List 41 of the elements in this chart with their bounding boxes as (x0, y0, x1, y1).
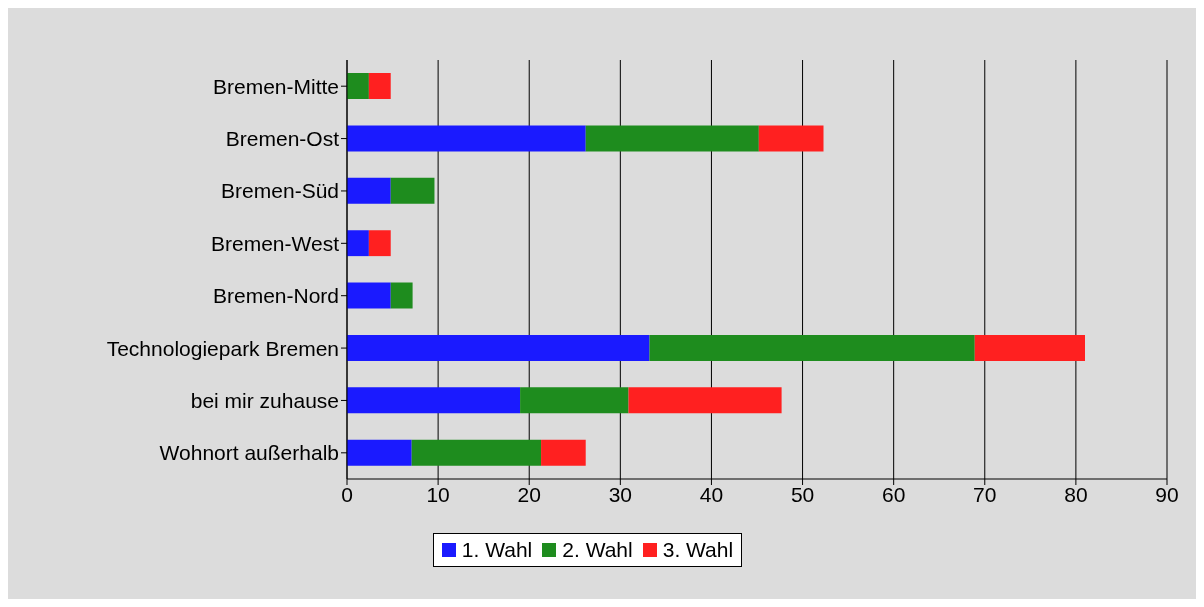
bar (649, 334, 975, 361)
legend-label: 2. Wahl (562, 538, 633, 562)
bar (347, 177, 391, 204)
bar (411, 439, 542, 466)
bar (347, 439, 412, 466)
legend-label: 3. Wahl (662, 538, 734, 562)
bar (347, 334, 650, 361)
bar (974, 334, 1085, 361)
x-tick-label: 0 (341, 482, 353, 506)
y-tick-label: Technologiepark Bremen (106, 336, 339, 360)
bar (628, 387, 782, 414)
bar (585, 125, 759, 152)
x-tick-label: 70 (973, 482, 997, 506)
x-tick-label: 40 (699, 482, 724, 506)
y-tick-label: bei mir zuhause (190, 388, 339, 412)
legend-label: 1. Wahl (461, 538, 533, 562)
bar (368, 73, 391, 99)
x-tick-label: 60 (881, 482, 906, 506)
y-tick-label: Bremen-West (211, 231, 340, 255)
x-tick-label: 90 (1155, 482, 1179, 506)
y-tick-label: Bremen-Mitte (212, 74, 339, 98)
bar (347, 73, 369, 99)
bar (347, 125, 586, 152)
bar (520, 387, 629, 414)
bar (758, 125, 824, 152)
bar (347, 387, 521, 414)
y-tick-label: Wohnort außerhalb (159, 441, 339, 465)
x-tick-label: 50 (790, 482, 815, 506)
x-tick-label: 20 (517, 482, 541, 506)
bar (541, 439, 586, 466)
x-tick-label: 30 (608, 482, 633, 506)
bar (347, 282, 391, 309)
bar (347, 230, 369, 257)
x-tick-label: 80 (1064, 482, 1088, 506)
bar (390, 177, 435, 204)
y-tick-label: Bremen-Süd (221, 179, 339, 203)
y-tick-label: Bremen-Ost (225, 127, 340, 151)
bar (368, 230, 391, 257)
y-tick-label: Bremen-Nord (212, 284, 339, 308)
x-tick-label: 10 (426, 482, 450, 506)
bar (390, 282, 413, 309)
